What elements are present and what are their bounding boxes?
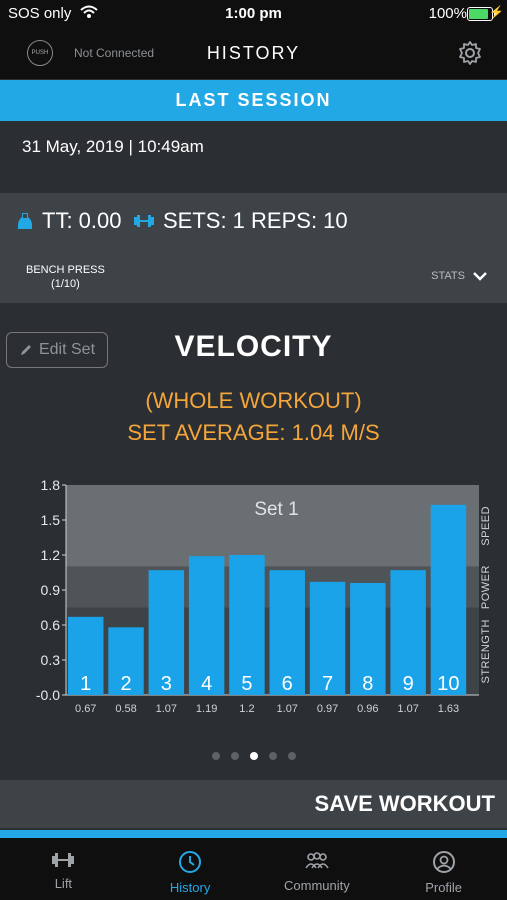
rep-number: 7 xyxy=(322,673,333,695)
bar-rep-9 xyxy=(390,570,426,695)
zone-label-power: POWER xyxy=(480,565,492,609)
value-label: 0.96 xyxy=(357,703,378,715)
page-dot[interactable] xyxy=(268,752,277,760)
session-date: 31 May, 2019 | 10:49am xyxy=(22,137,204,156)
battery-icon xyxy=(467,7,496,21)
page-dot[interactable] xyxy=(211,752,220,760)
zone-label-speed: SPEED xyxy=(480,506,492,546)
stats-toggle[interactable]: STATS xyxy=(431,270,487,282)
value-label: 1.19 xyxy=(196,703,217,715)
page-dot[interactable] xyxy=(230,752,239,760)
bar-rep-10 xyxy=(430,504,467,695)
dumbbell-icon xyxy=(134,215,154,227)
chart-subtitle: (WHOLE WORKOUT) xyxy=(145,388,362,413)
pencil-icon xyxy=(20,345,31,355)
bar-rep-1 xyxy=(68,616,104,695)
value-label: 0.67 xyxy=(75,703,96,715)
status-bar: SOS only 1:00 pm 100% ⚡ xyxy=(0,0,507,30)
velocity-chart: SPEED POWER STRENGTH Set 1 1.8 1.5 1.2 0.9 0.6 0.… xyxy=(36,477,492,715)
rep-number: 2 xyxy=(120,673,131,695)
set-label: Set 1 xyxy=(254,499,298,520)
zone-speed xyxy=(66,485,479,567)
bar-rep-3 xyxy=(148,570,185,695)
rep-number: 8 xyxy=(362,673,373,695)
save-workout-bar: SAVE WORKOUT xyxy=(0,780,507,828)
nav-bar: PUSH Not Connected HISTORY xyxy=(0,30,507,79)
connection-status: Not Connected xyxy=(74,46,155,60)
page-dot[interactable] xyxy=(249,752,258,760)
tab-history[interactable]: History xyxy=(127,838,254,900)
sets-reps-stat: SETS: 1 REPS: 10 xyxy=(133,208,348,234)
tt-stat: TT: 0.00 xyxy=(16,208,121,234)
page-dot[interactable] xyxy=(287,752,296,760)
y-tick-label: 1.8 xyxy=(41,477,61,493)
dumbbell-icon xyxy=(52,853,75,867)
y-tick-label: 1.5 xyxy=(41,512,61,528)
rep-number: 4 xyxy=(201,673,212,695)
value-label: 1.2 xyxy=(239,703,254,715)
rep-number: 1 xyxy=(80,673,91,695)
set-average: SET AVERAGE: 1.04 M/S xyxy=(127,420,380,445)
session-date-bar: 31 May, 2019 | 10:49am xyxy=(0,121,507,193)
value-label: 1.07 xyxy=(397,703,418,715)
y-tick-label: 0.3 xyxy=(41,652,61,668)
session-summary: TT: 0.00 SETS: 1 REPS: 10 BENCH PRESS (1… xyxy=(0,193,507,303)
history-icon xyxy=(179,851,202,873)
kettlebell-icon xyxy=(18,213,32,229)
wifi-icon xyxy=(80,5,98,18)
tab-bar: Lift History Community Profile xyxy=(0,838,507,900)
exercise-name[interactable]: BENCH PRESS (1/10) xyxy=(26,264,105,290)
value-label: 1.07 xyxy=(156,703,177,715)
rep-number: 3 xyxy=(161,673,172,695)
chart-title: VELOCITY xyxy=(174,330,333,363)
page-title: HISTORY xyxy=(206,43,301,63)
rep-number: 9 xyxy=(403,673,414,695)
value-label: 0.97 xyxy=(317,703,338,715)
value-label: 1.07 xyxy=(277,703,298,715)
tab-lift[interactable]: Lift xyxy=(0,838,127,900)
community-icon xyxy=(305,852,329,869)
last-session-banner: LAST SESSION xyxy=(0,80,507,121)
y-tick-label: 0.6 xyxy=(41,617,61,633)
carrier-label: SOS only xyxy=(8,5,72,22)
bar-rep-5 xyxy=(229,555,265,695)
rep-number: 5 xyxy=(241,673,252,695)
battery-percent: 100% xyxy=(428,5,467,22)
value-label: 0.58 xyxy=(115,703,136,715)
rep-number: 10 xyxy=(437,673,459,695)
tab-profile[interactable]: Profile xyxy=(380,838,507,900)
edit-set-button[interactable]: Edit Set xyxy=(6,332,108,368)
gear-icon[interactable] xyxy=(457,40,483,66)
page-indicator[interactable] xyxy=(0,752,507,760)
profile-icon xyxy=(432,851,455,873)
bar-rep-4 xyxy=(188,556,225,695)
bar-rep-7 xyxy=(309,581,346,695)
bar-rep-6 xyxy=(269,570,305,695)
bar-rep-2 xyxy=(108,627,144,695)
y-tick-label: 1.2 xyxy=(41,547,61,563)
charging-icon: ⚡ xyxy=(489,5,504,19)
tab-community[interactable]: Community xyxy=(254,838,381,900)
rep-number: 6 xyxy=(282,673,293,695)
device-logo[interactable]: PUSH xyxy=(27,40,53,66)
y-tick-label: -0.0 xyxy=(36,687,60,703)
bar-rep-8 xyxy=(350,583,386,695)
accent-divider xyxy=(0,830,507,838)
clock: 1:00 pm xyxy=(225,5,282,22)
y-tick-label: 0.9 xyxy=(41,582,61,598)
chevron-down-icon xyxy=(473,272,487,281)
zone-label-strength: STRENGTH xyxy=(480,619,492,684)
value-label: 1.63 xyxy=(438,703,459,715)
save-workout-button[interactable]: SAVE WORKOUT xyxy=(314,791,495,816)
